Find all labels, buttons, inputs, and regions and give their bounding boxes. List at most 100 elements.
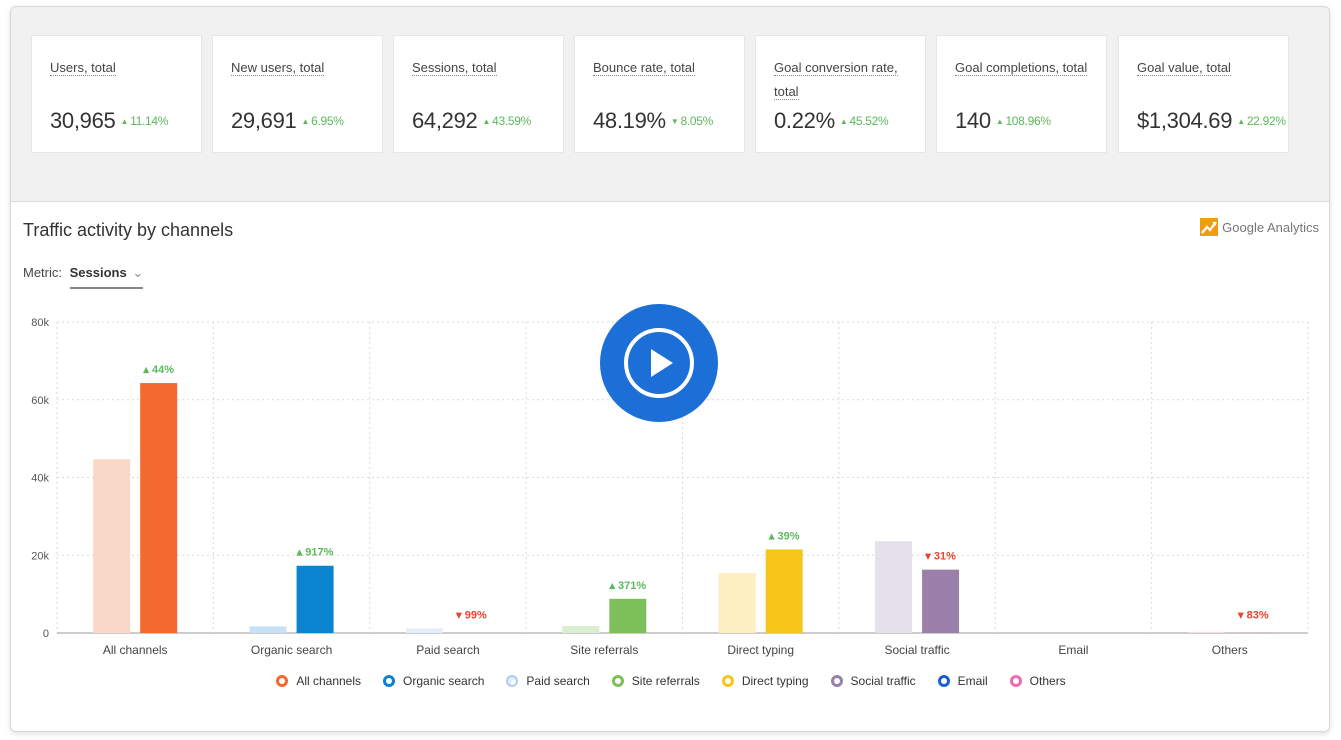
metric-label: Metric: xyxy=(23,265,62,280)
legend-toggle-icon xyxy=(276,675,289,687)
legend-label: Social traffic xyxy=(850,674,916,688)
change-label: ▴ 44% xyxy=(142,364,174,376)
x-tick-label: Social traffic xyxy=(884,643,949,657)
triangle-up-icon: ▲ xyxy=(839,117,848,126)
bar-previous[interactable] xyxy=(1187,631,1225,633)
kpi-card: Goal value, total $1,304.69 ▲ 22.92% xyxy=(1118,35,1289,153)
legend-toggle-icon xyxy=(611,675,624,687)
chart-legend: All channels Organic search Paid search Sit… xyxy=(11,674,1329,690)
legend-item[interactable]: Paid search xyxy=(506,674,590,688)
change-label: ▴ 371% xyxy=(608,580,646,592)
kpi-label[interactable]: Bounce rate, total xyxy=(593,60,695,76)
kpi-label[interactable]: Sessions, total xyxy=(412,60,497,76)
kpi-change: ▼ 8.05% xyxy=(670,114,713,128)
legend-toggle-icon xyxy=(830,675,843,687)
kpi-value: 48.19% ▼ 8.05% xyxy=(593,108,713,133)
legend-toggle-icon xyxy=(1009,675,1022,687)
kpi-label[interactable]: Goal value, total xyxy=(1137,60,1231,76)
panel-title: Traffic activity by channels xyxy=(23,220,234,240)
y-tick-label: 80k xyxy=(31,317,49,329)
kpi-card: New users, total 29,691 ▲ 6.95% xyxy=(212,35,383,153)
x-tick-label: Organic search xyxy=(251,643,332,657)
bar-current[interactable] xyxy=(765,549,803,633)
logo-text: Google Analytics xyxy=(1222,219,1319,235)
legend-label: Email xyxy=(957,674,988,688)
legend-label: Paid search xyxy=(526,674,590,688)
bar-current[interactable] xyxy=(140,383,178,633)
legend-label: Others xyxy=(1029,674,1066,688)
kpi-label[interactable]: Goal conversion rate, total xyxy=(774,60,898,100)
bar-current[interactable] xyxy=(296,565,334,633)
legend-toggle-icon xyxy=(937,675,950,687)
triangle-up-icon: ▲ xyxy=(482,117,491,126)
bar-previous[interactable] xyxy=(562,626,600,633)
chevron-down-icon: ⌄ xyxy=(132,265,144,280)
kpi-value: 64,292 ▲ 43.59% xyxy=(412,108,532,133)
y-tick-label: 40k xyxy=(31,473,49,485)
google-analytics-icon xyxy=(1200,218,1219,236)
legend-toggle-icon xyxy=(506,675,519,687)
legend-item[interactable]: Email xyxy=(937,674,988,688)
kpi-card: Sessions, total 64,292 ▲ 43.59% xyxy=(393,35,564,153)
kpi-card: Bounce rate, total 48.19% ▼ 8.05% xyxy=(574,35,745,153)
x-tick-label: Paid search xyxy=(416,643,479,657)
y-tick-label: 0 xyxy=(43,628,49,640)
triangle-up-icon: ▲ xyxy=(301,117,310,126)
traffic-panel: Traffic activity by channels Google Anal… xyxy=(11,201,1329,731)
bar-previous[interactable] xyxy=(875,541,913,633)
triangle-up-icon: ▲ xyxy=(1237,117,1245,126)
change-label: ▾ 99% xyxy=(455,609,487,621)
kpi-change: ▲ 6.95% xyxy=(301,114,344,128)
kpi-value: $1,304.69 ▲ 22.92% xyxy=(1137,108,1286,133)
play-icon xyxy=(624,328,694,398)
bar-previous[interactable] xyxy=(93,459,131,633)
change-label: ▴ 39% xyxy=(768,530,800,542)
legend-item[interactable]: Direct typing xyxy=(721,674,809,688)
bar-current[interactable] xyxy=(609,598,647,633)
x-tick-label: All channels xyxy=(103,643,168,657)
kpi-row: Users, total 30,965 ▲ 11.14% New users, tota… xyxy=(31,35,1311,155)
kpi-label[interactable]: New users, total xyxy=(231,60,325,76)
kpi-card: Goal conversion rate, total 0.22% ▲ 45.52% xyxy=(755,35,926,153)
bar-current[interactable] xyxy=(922,569,960,633)
traffic-bar-chart: 0 20k 40k 60k 80k ▴ 44% All channels ▴ 917% Orga… xyxy=(31,317,1309,657)
legend-item[interactable]: Site referrals xyxy=(611,674,700,688)
metric-dropdown[interactable]: Sessions ⌄ xyxy=(69,265,144,289)
legend-toggle-icon xyxy=(383,675,396,687)
kpi-change: ▲ 43.59% xyxy=(482,114,532,128)
bar-previous[interactable] xyxy=(718,573,756,633)
x-tick-label: Others xyxy=(1212,643,1248,657)
kpi-value: 0.22% ▲ 45.52% xyxy=(774,108,889,133)
legend-label: Direct typing xyxy=(741,674,809,688)
kpi-value: 30,965 ▲ 11.14% xyxy=(50,108,169,133)
triangle-up-icon: ▲ xyxy=(995,117,1004,126)
x-tick-label: Direct typing xyxy=(727,643,794,657)
change-label: ▴ 917% xyxy=(296,547,334,559)
kpi-label[interactable]: Goal completions, total xyxy=(955,60,1088,76)
legend-item[interactable]: Organic search xyxy=(383,674,484,688)
google-analytics-logo: Google Analytics xyxy=(1200,218,1319,236)
legend-item[interactable]: Others xyxy=(1009,674,1066,688)
kpi-change: ▲ 45.52% xyxy=(839,114,889,128)
legend-toggle-icon xyxy=(721,675,734,687)
x-tick-label: Email xyxy=(1058,643,1088,657)
kpi-change: ▲ 22.92% xyxy=(1237,114,1286,128)
bar-previous[interactable] xyxy=(405,628,443,633)
play-video-button[interactable] xyxy=(600,304,718,422)
kpi-label[interactable]: Users, total xyxy=(50,60,116,76)
y-tick-label: 20k xyxy=(31,550,49,562)
bar-previous[interactable] xyxy=(249,626,287,633)
legend-label: All channels xyxy=(296,674,362,688)
triangle-up-icon: ▲ xyxy=(120,117,129,126)
kpi-card: Users, total 30,965 ▲ 11.14% xyxy=(31,35,202,153)
kpi-change: ▲ 11.14% xyxy=(120,114,169,128)
triangle-down-icon: ▼ xyxy=(670,117,679,126)
kpi-value: 140 ▲ 108.96% xyxy=(955,108,1051,133)
legend-item[interactable]: Social traffic xyxy=(830,674,916,688)
change-label: ▾ 31% xyxy=(924,551,956,563)
legend-label: Organic search xyxy=(403,674,485,688)
y-tick-label: 60k xyxy=(31,395,49,407)
dashboard-frame: Users, total 30,965 ▲ 11.14% New users, tota… xyxy=(10,6,1330,732)
legend-item[interactable]: All channels xyxy=(276,674,361,688)
kpi-card: Goal completions, total 140 ▲ 108.96% xyxy=(936,35,1107,153)
